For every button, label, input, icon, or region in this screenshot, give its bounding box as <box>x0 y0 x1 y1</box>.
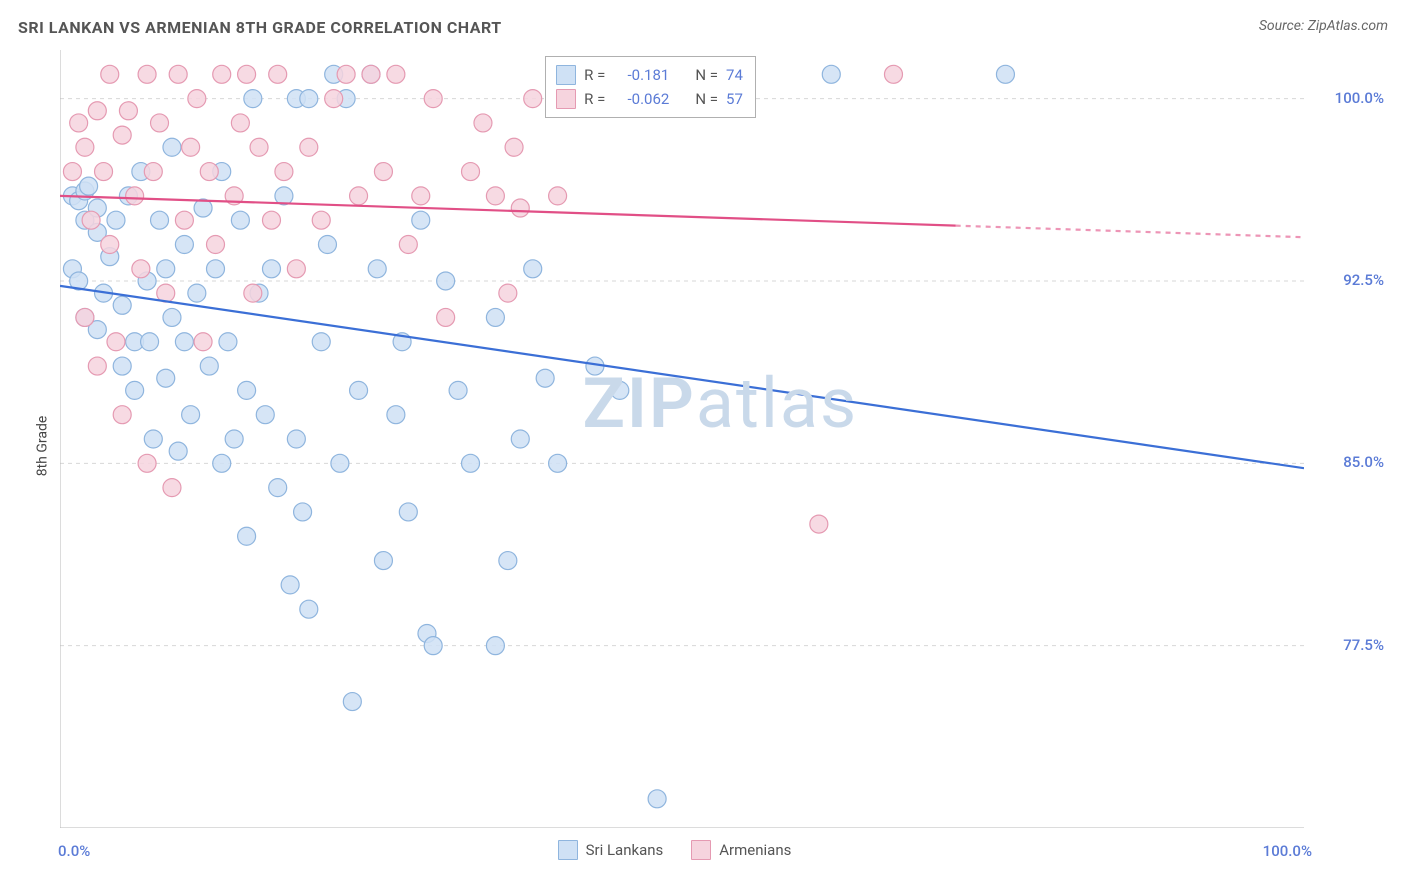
r-label: R = <box>584 63 605 87</box>
legend-label: Armenians <box>719 841 791 859</box>
series-swatch <box>558 840 578 860</box>
y-tick-label: 85.0% <box>1314 453 1384 471</box>
chart-title: SRI LANKAN VS ARMENIAN 8TH GRADE CORRELA… <box>18 18 502 37</box>
legend-item: Sri Lankans <box>558 840 664 860</box>
source-label: Source: ZipAtlas.com <box>1259 18 1388 34</box>
series-legend: Sri Lankans Armenians <box>558 840 792 860</box>
legend-label: Sri Lankans <box>586 841 664 859</box>
stats-legend: R = -0.181 N = 74 R = -0.062 N = 57 <box>545 56 756 118</box>
r-value: -0.062 <box>613 87 669 111</box>
y-tick-label: 92.5% <box>1314 271 1384 289</box>
y-tick-label: 100.0% <box>1314 89 1384 107</box>
n-label: N = <box>695 87 718 111</box>
scatter-plot: ZIPatlas <box>60 50 1304 828</box>
n-label: N = <box>695 63 718 87</box>
stats-row: R = -0.062 N = 57 <box>556 87 743 111</box>
r-label: R = <box>584 87 605 111</box>
stats-row: R = -0.181 N = 74 <box>556 63 743 87</box>
x-tick-label: 0.0% <box>58 842 90 860</box>
r-value: -0.181 <box>613 63 669 87</box>
x-tick-label: 100.0% <box>1252 842 1312 860</box>
series-swatch <box>556 89 576 109</box>
y-axis-label: 8th Grade <box>34 416 50 477</box>
legend-item: Armenians <box>691 840 791 860</box>
series-swatch <box>691 840 711 860</box>
n-value: 74 <box>726 63 743 87</box>
series-swatch <box>556 65 576 85</box>
y-tick-label: 77.5% <box>1314 636 1384 654</box>
n-value: 57 <box>726 87 743 111</box>
